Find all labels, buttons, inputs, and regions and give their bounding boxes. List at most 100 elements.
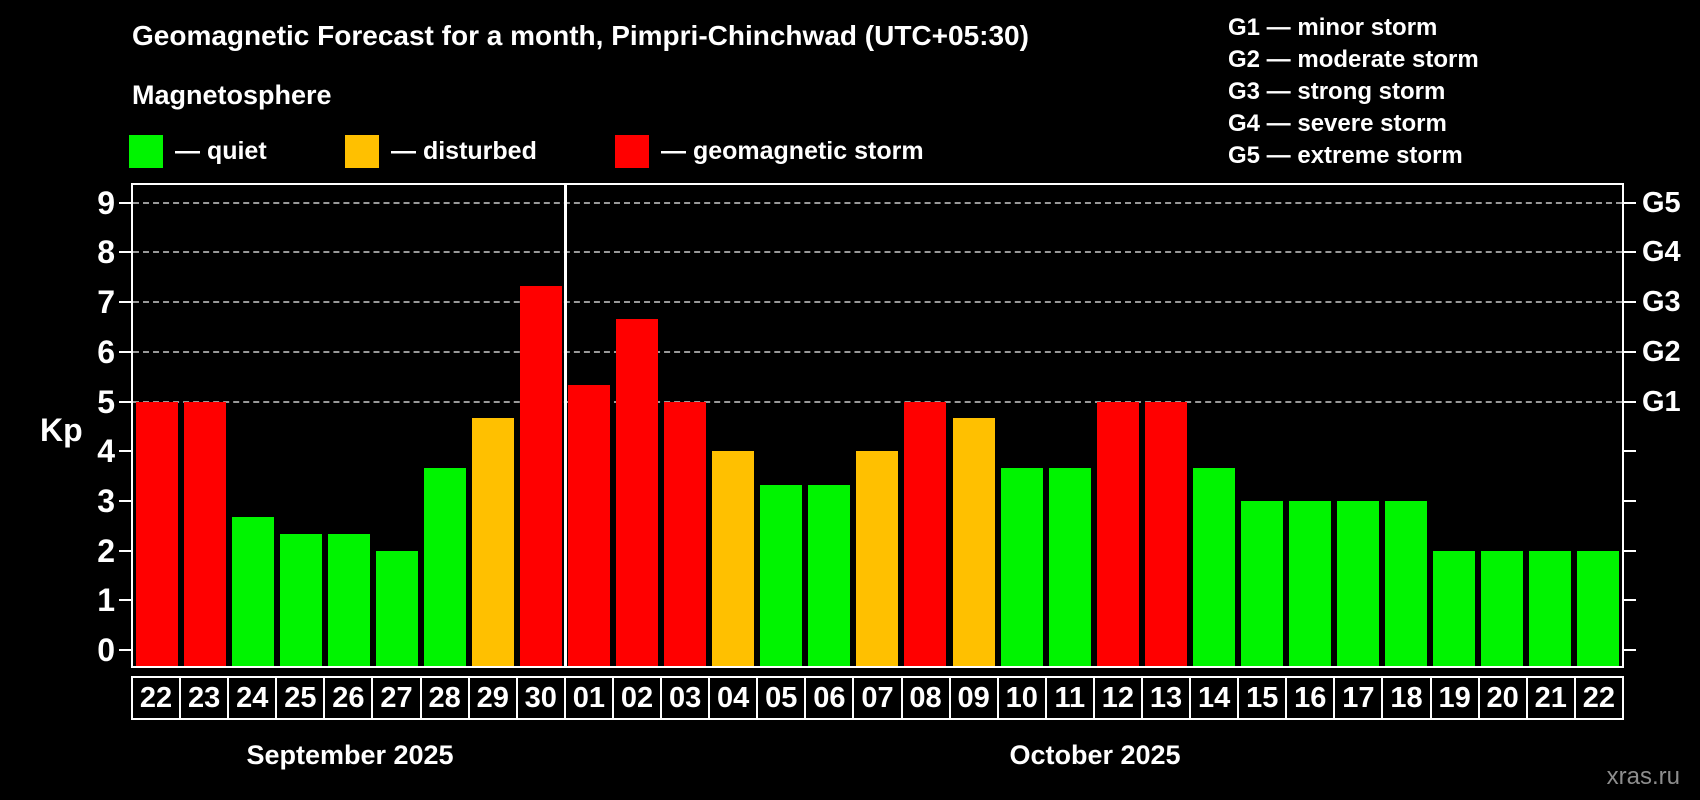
- kp-bar-09: [952, 417, 995, 666]
- kp-bar-03: [664, 401, 707, 666]
- month-label-october: October 2025: [1009, 740, 1181, 770]
- kp-bar-17: [1336, 500, 1379, 666]
- y-tick-left-9: [119, 201, 131, 204]
- plot-area: 0 1 2 3 4 5 6 7 8 9 G1 G2 G3 G4 G5: [97, 183, 1681, 668]
- g-level-label-G1: G1: [1642, 385, 1681, 418]
- kp-bar-30: [520, 285, 563, 666]
- kp-bar-21: [1528, 550, 1571, 666]
- day-cell-oct-20: 20: [1477, 676, 1528, 720]
- day-cell-sep-30: 30: [515, 676, 566, 720]
- kp-bar-20: [1480, 550, 1523, 666]
- y-tick-label-9: 9: [97, 184, 115, 221]
- legend-item-quiet: — quiet: [129, 134, 267, 168]
- gridline-kp7: [133, 301, 1622, 304]
- legend-swatch-storm: [615, 134, 649, 168]
- day-cell-oct-02: 02: [611, 676, 663, 720]
- y-tick-left-0: [119, 649, 131, 651]
- kp-bar-14: [1192, 467, 1235, 666]
- kp-bar-06: [808, 484, 851, 666]
- legend-item-disturbed: — disturbed: [345, 134, 537, 168]
- y-tick-left-1: [119, 599, 131, 602]
- kp-bar-08: [904, 401, 947, 666]
- gridline-kp6: [133, 350, 1622, 353]
- day-cell-oct-10: 10: [996, 676, 1047, 720]
- day-cell-oct-19: 19: [1429, 676, 1480, 720]
- gridline-kp9: [133, 201, 1622, 204]
- day-cell-oct-21: 21: [1525, 676, 1576, 720]
- day-cell-sep-25: 25: [275, 676, 326, 720]
- y-tick-label-0: 0: [97, 632, 115, 668]
- storm-scale-line-4: G4 — severe storm: [1228, 110, 1447, 137]
- y-tick-right-5: [1624, 400, 1636, 403]
- kp-bar-22: [1576, 550, 1619, 666]
- kp-bar-27: [376, 550, 419, 666]
- y-tick-label-6: 6: [97, 333, 115, 370]
- legend-label-quiet: — quiet: [175, 136, 267, 165]
- y-tick-label-8: 8: [97, 234, 115, 271]
- watermark: xras.ru: [1606, 763, 1680, 790]
- day-cell-sep-29: 29: [467, 676, 518, 720]
- day-cell-oct-16: 16: [1285, 676, 1336, 720]
- day-cell-oct-03: 03: [660, 676, 711, 720]
- kp-bar-26: [328, 534, 371, 666]
- g-level-label-G2: G2: [1642, 335, 1681, 368]
- day-cell-sep-28: 28: [419, 676, 470, 720]
- day-cell-oct-06: 06: [804, 676, 855, 720]
- legend-label-disturbed: — disturbed: [391, 136, 537, 165]
- day-cell-oct-05: 05: [756, 676, 807, 720]
- kp-bar-24: [232, 517, 275, 666]
- y-tick-label-3: 3: [97, 482, 115, 519]
- y-tick-label-5: 5: [97, 383, 115, 420]
- kp-bar-23: [184, 401, 227, 666]
- legend-label-storm: — geomagnetic storm: [661, 136, 924, 165]
- kp-bar-18: [1384, 500, 1427, 666]
- day-cell-oct-08: 08: [900, 676, 951, 720]
- g-level-label-G4: G4: [1642, 236, 1681, 269]
- page-title: Geomagnetic Forecast for a month, Pimpri…: [132, 20, 1029, 51]
- legend-swatch-disturbed: [345, 134, 379, 168]
- storm-scale-line-2: G2 — moderate storm: [1228, 46, 1479, 73]
- day-cell-sep-23: 23: [179, 676, 230, 720]
- day-cell-oct-14: 14: [1189, 676, 1240, 720]
- kp-bar-02: [616, 318, 659, 666]
- y-tick-left-4: [119, 450, 131, 453]
- day-cell-oct-11: 11: [1044, 676, 1095, 720]
- legend-swatch-quiet: [129, 134, 163, 168]
- kp-bar-15: [1240, 500, 1283, 666]
- day-cell-sep-26: 26: [323, 676, 374, 720]
- day-cell-oct-07: 07: [852, 676, 903, 720]
- kp-bar-13: [1144, 401, 1187, 666]
- y-tick-label-1: 1: [97, 582, 115, 619]
- day-cell-sep-27: 27: [371, 676, 422, 720]
- day-cell-sep-24: 24: [227, 676, 278, 720]
- y-tick-right-6: [1624, 350, 1636, 353]
- y-tick-left-8: [119, 251, 131, 254]
- kp-bar-12: [1096, 401, 1139, 666]
- kp-bar-10: [1000, 467, 1043, 666]
- day-cell-oct-13: 13: [1140, 676, 1192, 720]
- g-level-label-G5: G5: [1642, 186, 1681, 219]
- y-tick-label-7: 7: [97, 284, 115, 321]
- storm-scale-line-5: G5 — extreme storm: [1228, 142, 1463, 169]
- y-tick-right-2: [1624, 549, 1636, 552]
- storm-scale-legend: G1 — minor storm G2 — moderate storm G3 — …: [1228, 12, 1479, 172]
- y-tick-right-4: [1624, 450, 1636, 453]
- month-label-september: September 2025: [246, 740, 454, 770]
- magnetosphere-label: Magnetosphere: [132, 80, 332, 110]
- y-tick-right-8: [1624, 251, 1636, 254]
- x-axis-day-row: 22 23 24 25 26 27 28 29 30 01 02 03 04 05 06 07 08 09 10 11…: [131, 676, 1624, 720]
- kp-bar-22: [136, 401, 178, 666]
- y-tick-right-9: [1624, 201, 1636, 204]
- y-tick-left-2: [119, 549, 131, 552]
- gridline-kp8: [133, 251, 1622, 254]
- kp-bar-05: [760, 484, 803, 666]
- y-tick-label-4: 4: [97, 433, 115, 470]
- day-cell-sep-22: 22: [131, 676, 182, 720]
- y-tick-right-3: [1624, 499, 1636, 502]
- day-cell-oct-17: 17: [1333, 676, 1384, 720]
- day-cell-oct-22: 22: [1573, 676, 1624, 720]
- kp-bar-04: [712, 451, 755, 666]
- day-cell-oct-04: 04: [708, 676, 759, 720]
- y-tick-left-6: [119, 350, 131, 353]
- kp-bar-28: [424, 467, 467, 666]
